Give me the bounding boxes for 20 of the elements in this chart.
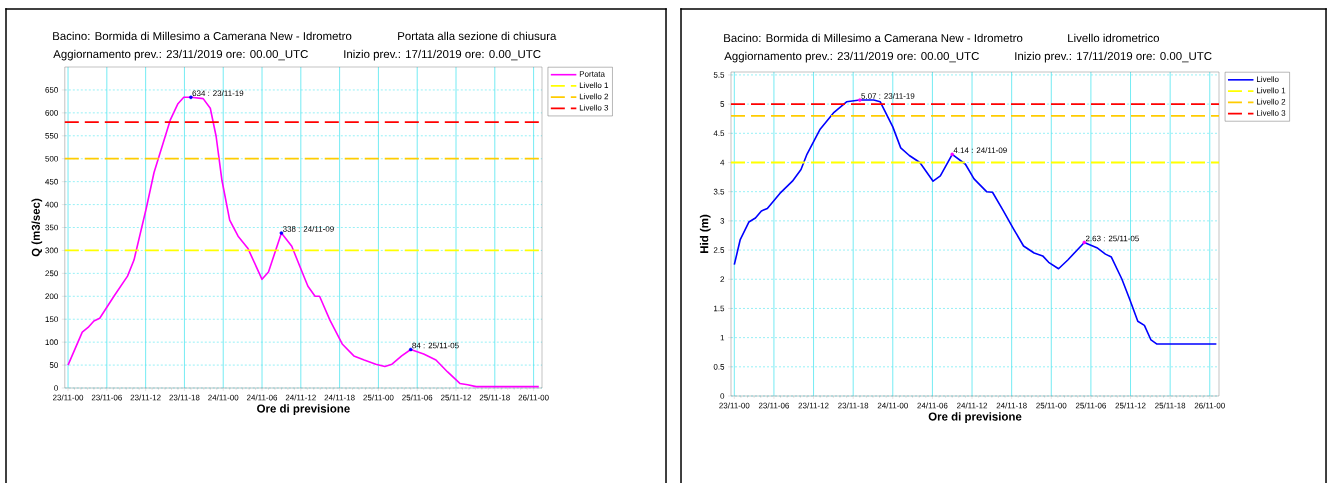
point <box>1082 240 1087 245</box>
y-axis-title: Hid (m) <box>699 214 711 253</box>
text: Aggiornamento prev.: 23/11/2019 ore: 00.00_UTC <box>724 51 979 63</box>
point <box>857 98 862 102</box>
point <box>408 347 413 352</box>
text: Inizio prev.: 17/11/2019 ore: 0.00_UTC <box>344 49 541 61</box>
chart-subtitle: Portata alla sezione di chiusura <box>398 31 557 41</box>
point <box>279 231 284 235</box>
text: Inizio prev.: 17/11/2019 ore: 0.00_UTC <box>1015 51 1212 63</box>
chart-title: Bacino: Bormida di Millesimo a Camerana New - Idrometro <box>53 31 352 41</box>
line-series <box>733 99 1218 345</box>
x-axis-title: Ore di previsione <box>257 404 350 415</box>
point <box>950 152 955 157</box>
chart-title: Bacino: Bormida di Millesimo a Camerana New - Idrometro <box>724 33 1023 43</box>
line-series <box>67 96 540 388</box>
y-axis-title: Q (m3/sec) <box>31 198 43 257</box>
text: Aggiornamento prev.: 23/11/2019 ore: 00.00_UTC <box>53 49 308 61</box>
point <box>189 95 193 100</box>
x-axis-title: Ore di previsione <box>928 412 1022 423</box>
chart-subtitle: Livello idrometrico <box>1068 33 1160 43</box>
